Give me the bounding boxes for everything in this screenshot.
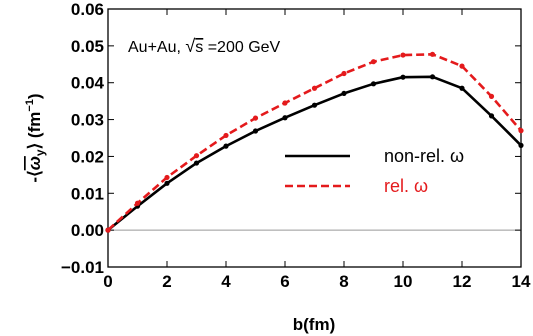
data-point [164, 174, 170, 181]
data-point [311, 85, 318, 91]
x-tick-label: 4 [221, 272, 231, 291]
y-tick-label: 0.06 [71, 0, 104, 19]
data-point [311, 102, 318, 108]
data-point [429, 51, 436, 57]
x-tick-label: 14 [512, 272, 531, 291]
x-tick-label: 8 [339, 272, 348, 291]
data-point [370, 59, 377, 65]
data-point [134, 200, 141, 206]
x-tick-label: 12 [453, 272, 472, 291]
data-point [341, 90, 347, 97]
data-point [488, 113, 495, 119]
data-point [252, 128, 259, 134]
data-point [459, 63, 465, 69]
data-point [488, 93, 495, 99]
data-point [223, 143, 229, 149]
data-point [341, 70, 347, 77]
data-point [193, 160, 200, 166]
data-point [429, 74, 436, 80]
y-tick-label: 0.00 [71, 221, 104, 240]
x-tick-label: 10 [394, 272, 413, 291]
data-point [282, 100, 288, 106]
legend-label-rel: rel. ω [384, 176, 428, 196]
data-point [105, 227, 111, 233]
x-tick-label: 2 [162, 272, 171, 291]
x-tick-label: 6 [280, 272, 289, 291]
data-point [518, 128, 524, 134]
data-point [400, 74, 406, 80]
y-tick-label: 0.01 [71, 184, 104, 203]
x-tick-label: 0 [103, 272, 112, 291]
annotation-text: Au+Au, √s =200 GeV [128, 36, 281, 56]
x-axis-label: b(fm) [293, 315, 335, 334]
y-tick-label: 0.05 [71, 37, 104, 56]
y-tick-label: 0.03 [71, 111, 104, 130]
legend-label-nonrel: non-rel. ω [384, 146, 464, 166]
data-point [252, 115, 259, 121]
data-point [400, 52, 406, 58]
data-point [370, 81, 377, 87]
data-point [223, 132, 229, 139]
plot-frame [107, 8, 522, 268]
legend: non-rel. ω rel. ω [285, 146, 464, 196]
y-tick-label: 0.04 [71, 74, 105, 93]
y-tick-label: 0.02 [71, 147, 104, 166]
data-point [164, 180, 170, 186]
data-point [282, 115, 288, 121]
data-point [459, 85, 465, 91]
y-tick-label: −0.01 [61, 258, 104, 277]
y-axis-label: -⟨ωy⟩ (fm−1) [24, 93, 47, 182]
data-point [193, 153, 200, 159]
data-point [518, 142, 524, 148]
series-line-rel [107, 52, 522, 232]
